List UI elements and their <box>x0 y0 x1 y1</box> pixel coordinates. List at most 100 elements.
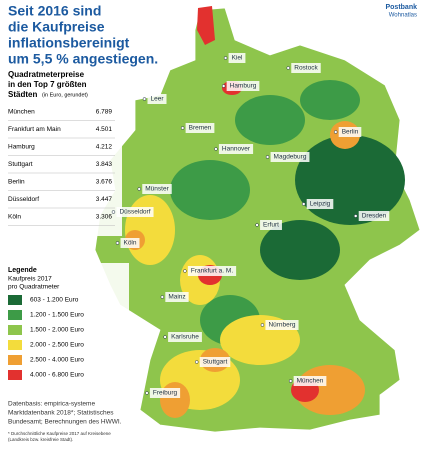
table-title: Quadratmeterpreise <box>8 70 85 79</box>
city-name: Hamburg <box>8 144 35 151</box>
city-label-bg <box>199 357 231 367</box>
city-label: Hamburg <box>230 83 257 90</box>
city-label: Magdeburg <box>274 154 307 161</box>
city-label: Karlsruhe <box>171 334 199 341</box>
city-price: 3.676 <box>96 179 113 186</box>
city-dot <box>160 295 165 299</box>
city-label-bg <box>265 320 299 330</box>
city-label: Köln <box>123 240 136 247</box>
city-label-bg <box>293 376 327 386</box>
legend-label: 4.000 - 6.800 Euro <box>30 372 84 379</box>
legend-swatch <box>8 310 22 320</box>
city-label-bg <box>168 332 202 342</box>
legend-label: 603 - 1.200 Euro <box>30 297 79 304</box>
table-note: (in Euro, gerundet) <box>42 92 88 98</box>
city-label-bg <box>165 292 189 302</box>
legend-label: 1.200 - 1.500 Euro <box>30 312 84 319</box>
city-label: Hannover <box>222 146 251 153</box>
city-price: 4.212 <box>96 144 113 151</box>
city-label-bg <box>149 388 181 398</box>
legend-subtitle: Kaufpreis 2017 <box>8 276 52 283</box>
city-dot <box>183 269 187 273</box>
city-dot <box>115 241 120 245</box>
title: die Kaufpreise <box>8 19 105 35</box>
legend-label: 2.000 - 2.500 Euro <box>30 342 84 349</box>
city-name: Düsseldorf <box>8 196 39 203</box>
title: Seit 2016 sind <box>8 3 101 19</box>
footnote: (Landkreis bzw. kreisfreie Stadt). <box>8 437 73 442</box>
legend-label: 2.500 - 4.000 Euro <box>30 357 84 364</box>
city-label-bg <box>147 94 167 104</box>
city-label-bg <box>270 152 310 162</box>
source: Bundesamt; Berechnungen des HWWI. <box>8 419 122 426</box>
city-label: München <box>297 378 324 385</box>
footnote: * Durchschnittliche Kaufpreise 2017 auf … <box>8 431 111 436</box>
title: inflationsbereinigt <box>8 35 130 51</box>
legend-subtitle: pro Quadratmeter <box>8 284 60 291</box>
city-name: Köln <box>8 214 21 221</box>
city-price: 3.843 <box>96 161 113 168</box>
city-label: Kiel <box>232 55 243 62</box>
city-dot <box>288 379 293 383</box>
city-dot <box>163 335 167 339</box>
city-dot <box>221 84 226 88</box>
city-dot <box>223 56 228 60</box>
city-label: Nürnberg <box>268 322 295 329</box>
city-label: Dresden <box>362 213 387 220</box>
city-dot <box>214 147 218 151</box>
legend-label: 1.500 - 2.000 Euro <box>30 327 84 334</box>
city-dot <box>255 223 259 227</box>
city-name: München <box>8 109 35 116</box>
city-dot <box>111 210 116 214</box>
source: Marktdatenbank 2018*; Statistisches <box>8 410 114 417</box>
city-label-bg <box>226 81 260 91</box>
city-label-bg <box>228 53 246 63</box>
city-label-bg <box>120 238 140 248</box>
city-name: Frankfurt am Main <box>8 126 61 133</box>
city-label: Stuttgart <box>203 359 228 366</box>
city-price: 3.306 <box>96 214 113 221</box>
city-dot <box>142 97 147 101</box>
city-dot <box>265 155 270 159</box>
city-label-bg <box>260 220 282 230</box>
city-label: Leipzig <box>310 201 331 208</box>
city-dot <box>353 214 358 218</box>
city-label-bg <box>185 123 215 133</box>
city-price: 4.501 <box>96 126 113 133</box>
brand: Postbank <box>385 4 417 11</box>
legend-swatch <box>8 295 22 305</box>
city-label: Berlin <box>342 129 359 136</box>
city-label: Erfurt <box>263 222 279 229</box>
city-dot <box>260 323 265 327</box>
city-name: Berlin <box>8 179 25 186</box>
city-label-bg <box>187 266 237 276</box>
city-price: 6.789 <box>96 109 113 116</box>
city-label: Münster <box>145 186 169 193</box>
city-dot <box>194 360 199 364</box>
title: um 5,5 % angestiegen. <box>8 51 158 67</box>
city-label: Freiburg <box>153 390 178 397</box>
city-dot <box>286 66 291 70</box>
source: Datenbasis: empirica-systeme <box>8 401 95 408</box>
city-label-bg <box>218 144 254 154</box>
city-dot <box>301 202 306 206</box>
city-dot <box>137 187 142 191</box>
city-label-bg <box>142 184 172 194</box>
city-label-bg <box>116 207 154 217</box>
city-dot <box>333 130 338 134</box>
legend-swatch <box>8 325 22 335</box>
city-name: Stuttgart <box>8 161 33 168</box>
city-dot <box>180 126 185 130</box>
city-label: Leer <box>150 96 164 103</box>
city-label-bg <box>358 211 390 221</box>
legend-swatch <box>8 340 22 350</box>
legend-title: Legende <box>8 267 37 274</box>
city-label: Rostock <box>294 65 318 72</box>
legend-bg <box>4 263 129 398</box>
city-label: Mainz <box>168 294 185 301</box>
legend-swatch <box>8 355 22 365</box>
city-label-bg <box>306 199 334 209</box>
city-price: 3.447 <box>96 196 113 203</box>
brand-sub: Wohnatlas <box>389 13 417 19</box>
